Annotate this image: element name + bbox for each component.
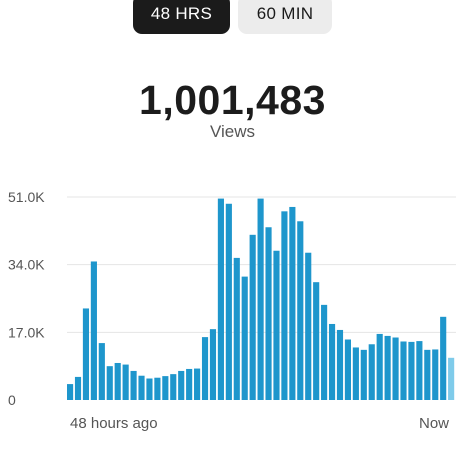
chart-bar[interactable] [297, 221, 304, 400]
time-range-toggle: 48 HRS 60 MIN [133, 0, 332, 34]
chart-bar[interactable] [249, 234, 256, 400]
chart-bar[interactable] [178, 370, 185, 400]
chart-bar[interactable] [360, 349, 367, 400]
chart-bar[interactable] [201, 337, 209, 400]
chart-bar[interactable] [67, 384, 74, 400]
chart-bar[interactable] [217, 198, 224, 400]
chart-bar[interactable] [368, 344, 375, 400]
chart-bar[interactable] [408, 341, 415, 400]
chart-bar[interactable] [289, 206, 296, 400]
chart-bar[interactable] [344, 339, 351, 401]
chart-bar[interactable] [186, 368, 193, 400]
total-views-count: 1,001,483 [139, 77, 326, 123]
tab-48-hrs[interactable]: 48 HRS [133, 0, 230, 34]
x-axis-end-label: Now [419, 415, 450, 432]
chart-bar[interactable] [392, 337, 399, 400]
chart-bar[interactable] [114, 362, 121, 400]
chart-bar[interactable] [273, 250, 280, 400]
chart-bar[interactable] [448, 357, 455, 400]
chart-bar[interactable] [98, 343, 105, 400]
chart-bar[interactable] [225, 203, 232, 400]
chart-bar[interactable] [281, 211, 288, 400]
chart-bar[interactable] [74, 376, 82, 400]
chart-bar[interactable] [384, 335, 391, 400]
chart-bar[interactable] [154, 377, 161, 400]
chart-bar[interactable] [170, 374, 177, 400]
y-tick-label: 0 [8, 392, 16, 408]
chart-bar[interactable] [146, 378, 153, 400]
y-axis-ticks: 0 17.0K 34.0K 51.0K [8, 189, 45, 408]
views-bar-chart: 0 17.0K 34.0K 51.0K [8, 189, 456, 408]
chart-bar[interactable] [321, 304, 328, 400]
y-tick-label: 34.0K [8, 257, 45, 273]
chart-bar[interactable] [352, 347, 359, 400]
chart-bar[interactable] [162, 376, 169, 400]
chart-bar[interactable] [233, 257, 240, 400]
y-tick-label: 51.0K [8, 189, 45, 205]
chart-bar[interactable] [241, 276, 248, 400]
chart-bar[interactable] [305, 252, 312, 400]
bars [67, 198, 455, 401]
chart-bar[interactable] [328, 323, 336, 400]
chart-bar[interactable] [313, 282, 320, 400]
chart-bar[interactable] [336, 329, 344, 400]
chart-bar[interactable] [400, 341, 407, 400]
chart-bar[interactable] [82, 308, 90, 400]
chart-bar[interactable] [376, 333, 383, 400]
views-label: Views [209, 122, 256, 141]
chart-bar[interactable] [257, 198, 264, 400]
chart-bar[interactable] [416, 341, 423, 400]
chart-bar[interactable] [138, 375, 145, 400]
chart-bar[interactable] [265, 227, 272, 400]
chart-bar[interactable] [194, 368, 201, 400]
y-tick-label: 17.0K [8, 324, 45, 340]
chart-bar[interactable] [106, 366, 113, 400]
chart-bar[interactable] [122, 364, 129, 400]
chart-bar[interactable] [130, 370, 137, 400]
chart-bar[interactable] [440, 316, 447, 400]
chart-bar[interactable] [432, 349, 439, 400]
x-axis-start-label: 48 hours ago [70, 415, 158, 432]
chart-bar[interactable] [90, 261, 97, 400]
chart-bar[interactable] [209, 329, 217, 400]
chart-bar[interactable] [424, 349, 431, 400]
tab-60-min[interactable]: 60 MIN [238, 0, 332, 34]
